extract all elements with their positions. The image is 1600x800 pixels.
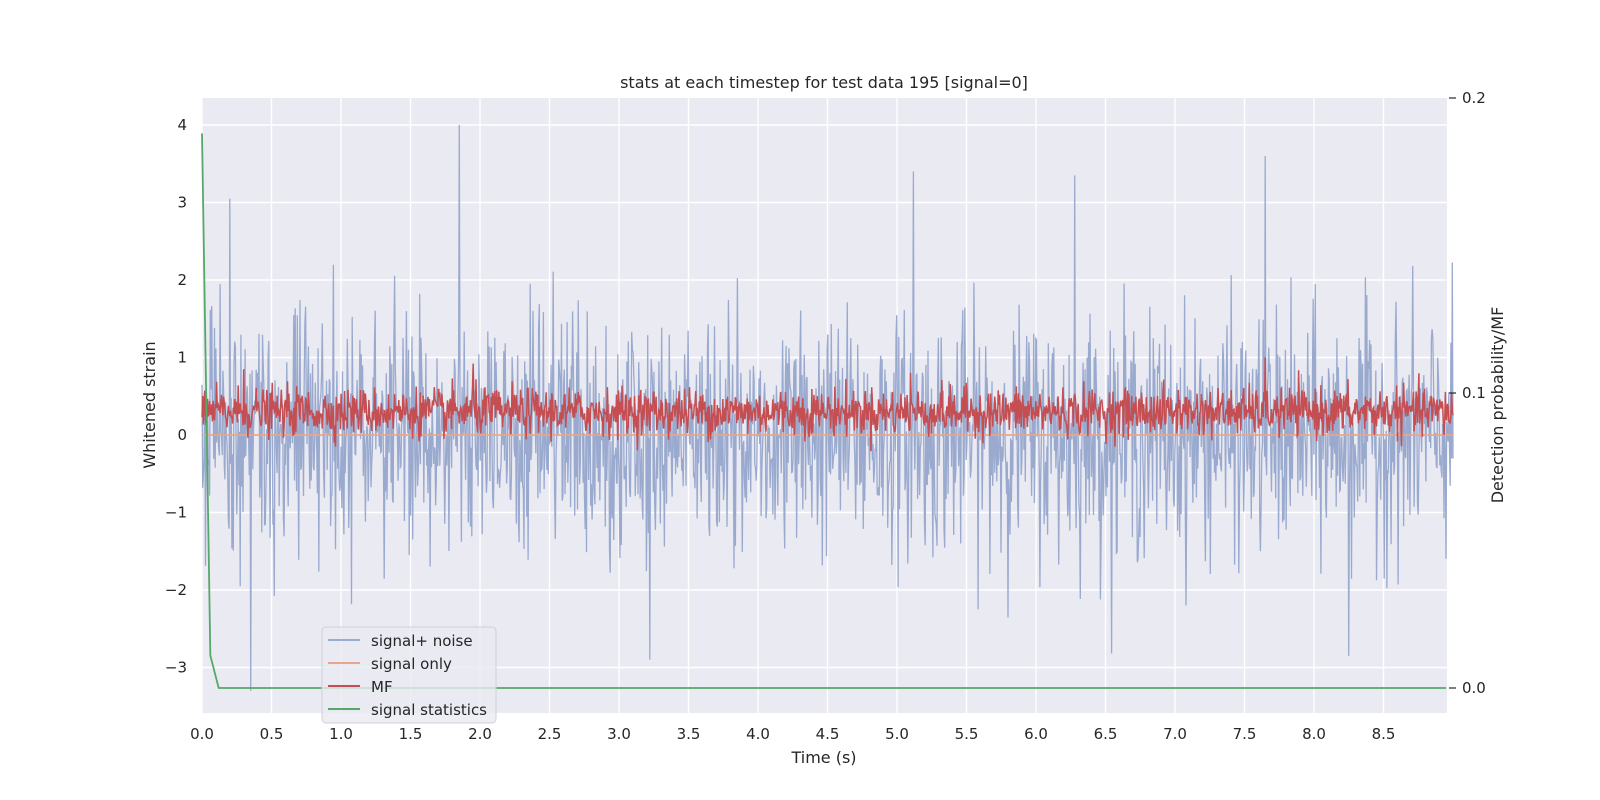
y-left-tick-label: −1: [165, 504, 187, 522]
y-left-tick-labels: −3 −2 −1 0 1 2 3 4: [165, 116, 187, 677]
y-left-tick-label: 4: [177, 116, 187, 134]
x-tick-label: 1.0: [329, 725, 353, 743]
y-left-tick-label: −2: [165, 581, 187, 599]
x-tick-label: 6.0: [1024, 725, 1048, 743]
y-right-tick-label: 0.1: [1462, 384, 1486, 402]
y-axis-left-label: Whitened strain: [140, 341, 159, 468]
x-tick-label: 6.5: [1094, 725, 1118, 743]
y-left-tick-label: 2: [177, 271, 187, 289]
y-left-tick-label: −3: [165, 659, 187, 677]
x-tick-label: 0.0: [190, 725, 214, 743]
y-left-tick-label: 0: [177, 426, 187, 444]
x-tick-label: 3.5: [677, 725, 701, 743]
x-tick-label: 3.0: [607, 725, 631, 743]
x-tick-label: 7.5: [1233, 725, 1257, 743]
x-tick-label: 1.5: [399, 725, 423, 743]
legend-label-mf: MF: [371, 678, 393, 696]
x-tick-labels: 0.0 0.5 1.0 1.5 2.0 2.5 3.0 3.5 4.0 4.5 5.0 5.5 6.0 6…: [190, 725, 1395, 743]
plot-series: [201, 124, 1454, 691]
series-signal-statistics-line: [201, 133, 1447, 689]
x-tick-label: 7.0: [1163, 725, 1187, 743]
series-mf-line: [201, 357, 1454, 452]
x-axis-label: Time (s): [790, 748, 856, 767]
x-tick-label: 4.5: [816, 725, 840, 743]
legend: signal+ noise signal only MF signal stat…: [321, 626, 497, 724]
y-left-tick-label: 3: [177, 194, 187, 212]
x-tick-label: 5.5: [955, 725, 979, 743]
legend-label-signal-only: signal only: [371, 655, 452, 673]
x-tick-label: 5.0: [885, 725, 909, 743]
chart-title: stats at each timestep for test data 195…: [620, 73, 1028, 92]
x-tick-label: 8.5: [1372, 725, 1396, 743]
x-tick-label: 8.0: [1302, 725, 1326, 743]
legend-label-signal-statistics: signal statistics: [371, 701, 487, 719]
y-left-tick-label: 1: [177, 349, 187, 367]
x-tick-label: 2.5: [538, 725, 562, 743]
y-right-tick-labels: 0.0 0.1 0.2: [1449, 89, 1486, 697]
legend-box: [321, 626, 497, 724]
x-tick-label: 0.5: [260, 725, 284, 743]
y-right-tick-label: 0.2: [1462, 89, 1486, 107]
series-signal-noise-line: [201, 124, 1454, 691]
x-tick-label: 2.0: [468, 725, 492, 743]
legend-label-signal-noise: signal+ noise: [371, 632, 473, 650]
x-tick-label: 4.0: [746, 725, 770, 743]
y-right-tick-label: 0.0: [1462, 679, 1486, 697]
y-axis-right-label: Detection probability/MF: [1488, 307, 1507, 504]
